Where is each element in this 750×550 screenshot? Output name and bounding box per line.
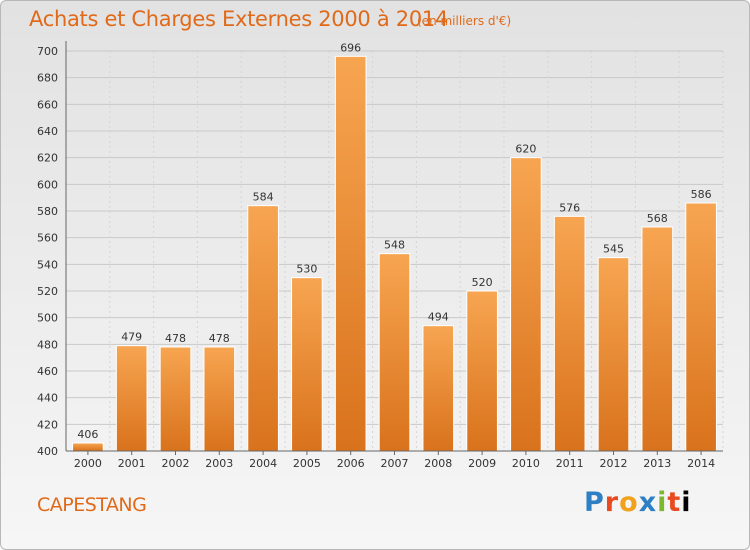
bar <box>115 345 148 452</box>
bar <box>510 157 542 452</box>
data-label: 545 <box>603 243 624 256</box>
logo-letter: x <box>638 487 658 518</box>
bar <box>553 215 586 452</box>
bar <box>422 325 455 452</box>
x-tick-label: 2001 <box>118 457 146 470</box>
y-tick-label: 580 <box>37 205 58 218</box>
x-tick-label: 2014 <box>687 457 715 470</box>
y-tick-label: 660 <box>37 98 58 111</box>
y-tick-label: 600 <box>37 178 58 191</box>
x-tick-label: 2000 <box>74 457 102 470</box>
data-label: 478 <box>165 332 186 345</box>
data-label: 568 <box>647 212 668 225</box>
y-tick-label: 640 <box>37 125 58 138</box>
data-label: 696 <box>340 41 361 54</box>
bar <box>641 226 674 452</box>
x-tick-label: 2007 <box>381 457 409 470</box>
chart-title: Achats et Charges Externes 2000 à 2014 <box>29 7 449 31</box>
x-tick-label: 2002 <box>162 457 190 470</box>
data-label: 576 <box>559 201 580 214</box>
y-tick-label: 460 <box>37 365 58 378</box>
logo-letter: r <box>604 487 620 518</box>
bar <box>291 277 323 452</box>
bar <box>597 257 630 452</box>
chart-subtitle: (en milliers d'€) <box>417 14 512 28</box>
y-tick-label: 500 <box>37 312 58 325</box>
x-tick-label: 2004 <box>249 457 277 470</box>
x-tick-label: 2008 <box>424 457 452 470</box>
logo-letter: t <box>667 487 682 518</box>
y-tick-label: 560 <box>37 232 58 245</box>
bar <box>378 253 411 452</box>
bar <box>72 442 104 452</box>
bar <box>685 202 717 452</box>
y-tick-label: 440 <box>37 392 58 405</box>
data-label: 520 <box>472 276 493 289</box>
bar <box>203 346 236 452</box>
logo-letter: o <box>619 487 639 518</box>
y-tick-label: 680 <box>37 72 58 85</box>
data-label: 586 <box>691 188 712 201</box>
bar <box>247 205 279 452</box>
data-label: 406 <box>77 428 98 441</box>
data-label: 494 <box>428 311 449 324</box>
x-tick-label: 2010 <box>512 457 540 470</box>
bar <box>334 55 367 452</box>
y-tick-label: 620 <box>37 152 58 165</box>
bar <box>159 346 192 452</box>
data-label: 548 <box>384 239 405 252</box>
data-label: 478 <box>209 332 230 345</box>
bar <box>466 290 498 452</box>
data-label: 530 <box>296 263 317 276</box>
x-tick-label: 2005 <box>293 457 321 470</box>
logo-letter: P <box>584 487 605 518</box>
y-tick-label: 520 <box>37 285 58 298</box>
place-name: CAPESTANG <box>37 494 147 516</box>
data-label: 479 <box>121 331 142 344</box>
y-tick-label: 420 <box>37 418 58 431</box>
logo-letter: i <box>681 487 692 518</box>
proxiti-logo[interactable]: Proxiti <box>584 487 692 518</box>
data-label: 584 <box>253 191 274 204</box>
x-tick-label: 2006 <box>337 457 365 470</box>
x-tick-label: 2013 <box>643 457 671 470</box>
y-tick-label: 540 <box>37 258 58 271</box>
x-tick-label: 2011 <box>556 457 584 470</box>
data-label: 620 <box>515 143 536 156</box>
y-tick-label: 480 <box>37 338 58 351</box>
y-tick-label: 400 <box>37 445 58 458</box>
x-tick-label: 2009 <box>468 457 496 470</box>
x-tick-label: 2003 <box>205 457 233 470</box>
logo-letter: i <box>657 487 668 518</box>
x-tick-label: 2012 <box>600 457 628 470</box>
y-tick-label: 700 <box>37 45 58 58</box>
